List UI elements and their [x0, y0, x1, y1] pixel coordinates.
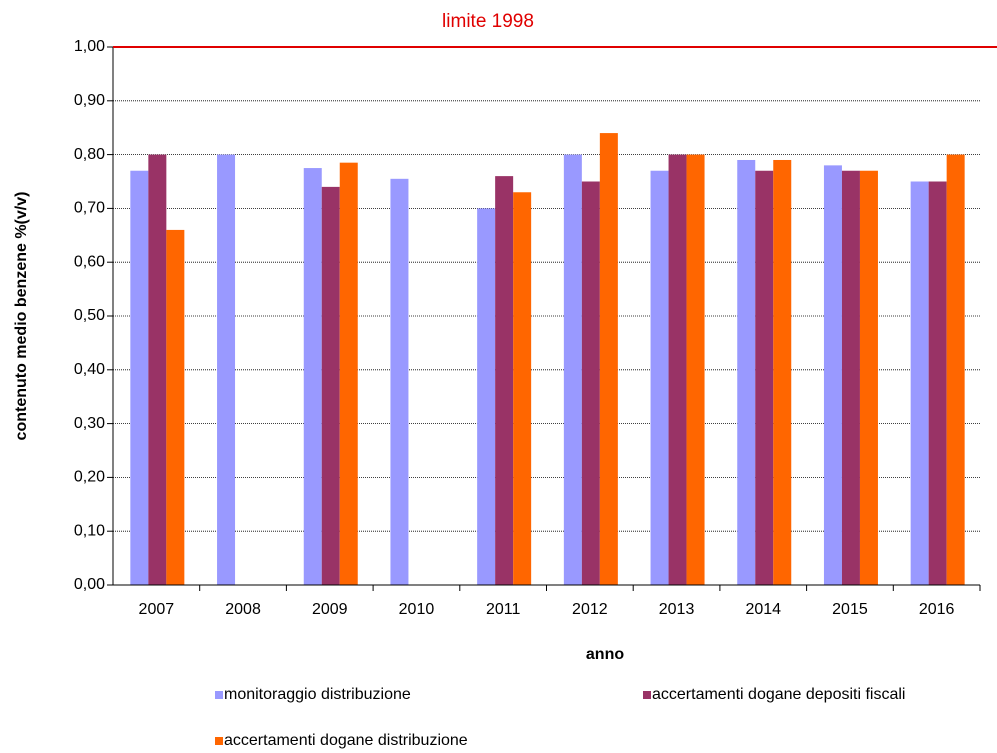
- bar: [166, 229, 185, 586]
- legend-label: accertamenti dogane depositi fiscali: [652, 686, 905, 703]
- legend-swatch: [643, 691, 651, 699]
- x-tick-label: 2016: [919, 601, 955, 618]
- bar: [513, 192, 532, 585]
- bar: [910, 181, 929, 585]
- legend-swatch: [215, 691, 223, 699]
- bar: [390, 178, 409, 585]
- x-tick-label: 2015: [832, 601, 868, 618]
- bar: [599, 133, 618, 585]
- y-tick-label: 1,00: [74, 38, 105, 55]
- legend-label: monitoraggio distribuzione: [224, 686, 411, 703]
- y-tick-label: 0,00: [74, 576, 105, 593]
- bar: [339, 162, 358, 586]
- bar: [130, 170, 149, 586]
- bar: [668, 154, 687, 585]
- legend-label: accertamenti dogane distribuzione: [224, 732, 468, 749]
- y-tick-label: 0,50: [74, 307, 105, 324]
- bar: [321, 186, 340, 585]
- x-tick-label: 2012: [572, 601, 608, 618]
- x-tick-label: 2013: [659, 601, 695, 618]
- bar: [581, 181, 600, 585]
- y-tick-label: 0,60: [74, 253, 105, 270]
- bar: [737, 159, 756, 586]
- bar: [217, 154, 236, 585]
- bar: [823, 165, 842, 586]
- bar: [477, 208, 496, 585]
- bar: [650, 170, 669, 586]
- y-tick-label: 0,10: [74, 522, 105, 539]
- x-tick-label: 2008: [225, 601, 261, 618]
- bar: [563, 154, 582, 585]
- y-tick-label: 0,70: [74, 200, 105, 217]
- y-tick-label: 0,30: [74, 415, 105, 432]
- x-tick-label: 2011: [486, 601, 521, 618]
- y-tick-label: 0,20: [74, 469, 105, 486]
- x-tick-label: 2014: [745, 601, 781, 618]
- bar: [495, 176, 514, 585]
- legend-swatch: [215, 737, 223, 745]
- y-tick-label: 0,80: [74, 146, 105, 163]
- x-tick-label: 2009: [312, 601, 348, 618]
- bar: [859, 170, 878, 586]
- bar: [148, 154, 167, 585]
- bar: [946, 154, 965, 585]
- bar: [755, 170, 774, 586]
- y-tick-label: 0,40: [74, 361, 105, 378]
- y-axis-title: contenuto medio benzene %(v/v): [13, 192, 30, 441]
- bar: [686, 154, 705, 585]
- bar: [773, 159, 792, 586]
- reference-label: limite 1998: [442, 11, 534, 32]
- bar: [841, 170, 860, 586]
- x-axis-title: anno: [586, 646, 624, 663]
- bar: [303, 168, 322, 586]
- x-tick-label: 2007: [139, 601, 175, 618]
- y-tick-label: 0,90: [74, 92, 105, 109]
- x-tick-label: 2010: [399, 601, 435, 618]
- bar: [928, 181, 947, 585]
